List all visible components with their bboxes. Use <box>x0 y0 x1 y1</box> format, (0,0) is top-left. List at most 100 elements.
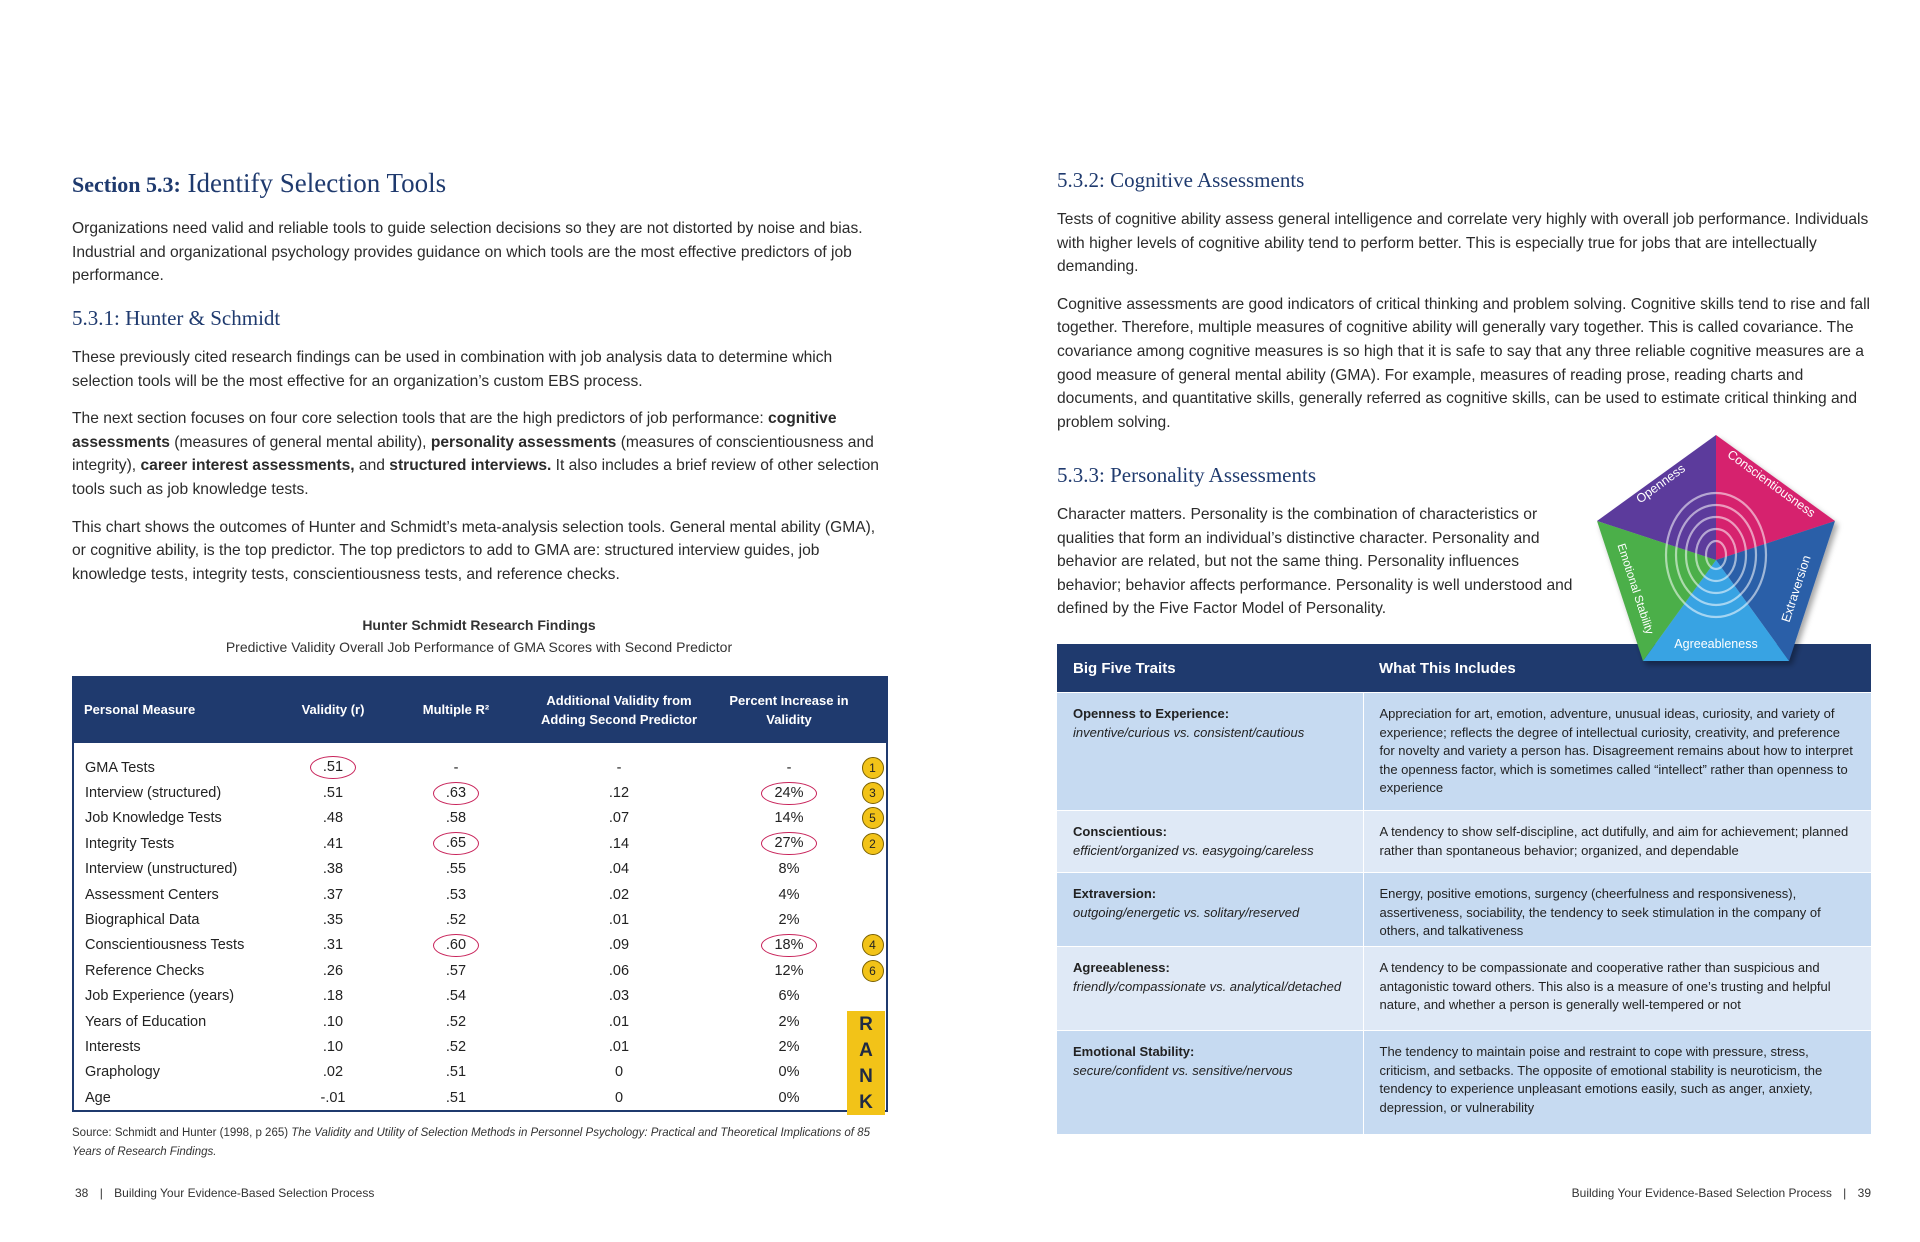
column-header: Additional Validity from Adding Second P… <box>519 676 719 743</box>
rank-badge: 3 <box>861 782 884 805</box>
validity-value: .10 <box>322 1038 344 1055</box>
chart-title: Hunter Schmidt Research Findings <box>362 617 596 633</box>
intro-paragraph: Organizations need valid and reliable to… <box>72 220 863 285</box>
paragraph: This chart shows the outcomes of Hunter … <box>72 516 887 587</box>
trait-row: Conscientious: efficient/organized vs. ea… <box>1057 810 1871 873</box>
measure-cell: Interview (unstructured) <box>85 861 238 878</box>
measure-cell: Assessment Centers <box>85 886 219 903</box>
percent-value: - <box>786 759 792 776</box>
trait-name: Conscientious: <box>1073 824 1167 839</box>
rank-cell: 1 <box>859 755 887 780</box>
trait-description: The tendency to maintain poise and restr… <box>1363 1030 1871 1134</box>
additional-cell: .02 <box>519 882 719 907</box>
trait-name: Agreeableness: <box>1073 960 1170 975</box>
personality-title: 5.3.3: Personality Assessments <box>1057 463 1317 487</box>
multiple_r-cell: .54 <box>393 984 519 1009</box>
table-row: Graphology .02 .51 0 0% <box>73 1060 887 1085</box>
text-run: It also includes a brief review of other… <box>72 457 879 498</box>
percent-value: 2% <box>778 912 800 929</box>
additional-cell: .07 <box>519 806 719 831</box>
measure-cell: Reference Checks <box>85 962 205 979</box>
rank-label: RANK <box>847 1011 885 1115</box>
text-run: career interest assessments, <box>140 457 355 475</box>
multiple_r-cell: - <box>393 755 519 780</box>
additional-value: .01 <box>608 912 630 929</box>
rank-cell <box>859 984 887 1009</box>
text-run: Source: Schmidt and Hunter (1998, p 265) <box>72 1127 292 1139</box>
additional-cell: .14 <box>519 831 719 856</box>
rank-cell <box>859 882 887 907</box>
rank-badge: 4 <box>861 934 884 957</box>
multiple_r-cell: .55 <box>393 857 519 882</box>
table-row: Interview (structured) .51 .63 .12 24% 3 <box>73 780 887 805</box>
validity-value: .10 <box>322 1013 344 1030</box>
multiple_r-value: .57 <box>445 962 467 979</box>
page-number: 39 <box>1857 1186 1871 1200</box>
additional-value: 0 <box>614 1089 624 1106</box>
multiple_r-value: .65 <box>432 832 480 856</box>
percent-cell: 0% <box>719 1060 859 1085</box>
text-run: and <box>354 457 390 475</box>
trait-name: Emotional Stability: <box>1073 1044 1195 1059</box>
traits-wrap: Big Five Traits What This Includes Openne… <box>1057 644 1871 1134</box>
validity-value: .41 <box>322 835 344 852</box>
cognitive-title: 5.3.2: Cognitive Assessments <box>1057 168 1305 192</box>
validity-value: .48 <box>322 810 344 827</box>
validity-value: .37 <box>322 886 344 903</box>
trait-row: Extraversion: outgoing/energetic vs. soli… <box>1057 872 1871 947</box>
page-number: 38 <box>75 1186 89 1200</box>
column-header: Personal Measure <box>73 676 273 743</box>
rank-badge: 5 <box>861 807 884 830</box>
trait-cell: Agreeableness: friendly/compassionate vs.… <box>1057 946 1364 1031</box>
table-wrap: Personal Measure Validity (r) Multiple R² A… <box>72 676 888 1113</box>
measure-cell: Interview (structured) <box>85 785 222 802</box>
multiple_r-value: .55 <box>445 861 467 878</box>
percent-value: 6% <box>778 988 800 1005</box>
additional-cell: 0 <box>519 1085 719 1111</box>
pentagon-label: Agreeableness <box>1674 637 1757 651</box>
measure-cell: Biographical Data <box>85 912 200 929</box>
validity-cell: .48 <box>273 806 393 831</box>
validity-cell: .51 <box>273 780 393 805</box>
measure-cell: Years of Education <box>85 1013 207 1030</box>
multiple_r-cell: .58 <box>393 806 519 831</box>
percent-cell: - <box>719 755 859 780</box>
percent-value: 8% <box>778 861 800 878</box>
text-run: cognitive assessments <box>72 410 837 451</box>
section-title: Identify Selection Tools <box>187 168 447 198</box>
additional-value: .03 <box>608 988 630 1005</box>
multiple_r-cell: .53 <box>393 882 519 907</box>
rank-cell <box>859 907 887 932</box>
table-row: Interview (unstructured) .38 .55 .04 8% <box>73 857 887 882</box>
table-row: Reference Checks .26 .57 .06 12% 6 <box>73 958 887 983</box>
cognitive-paragraphs: Tests of cognitive ability assess genera… <box>1057 208 1872 448</box>
validity-cell: .41 <box>273 831 393 856</box>
multiple_r-value: .63 <box>432 781 480 805</box>
trait-cell: Emotional Stability: secure/confident vs.… <box>1057 1030 1364 1134</box>
footer-right: Building Your Evidence-Based Selection P… <box>1571 1186 1871 1200</box>
validity-value: .31 <box>322 937 344 954</box>
trait-description: Energy, positive emotions, surgency (che… <box>1363 872 1871 947</box>
percent-cell: 2% <box>719 1034 859 1059</box>
column-header: Multiple R² <box>393 676 519 743</box>
table-row: Assessment Centers .37 .53 .02 4% <box>73 882 887 907</box>
trait-row: Openness to Experience: inventive/curious… <box>1057 692 1871 811</box>
multiple_r-cell: .60 <box>393 933 519 958</box>
multiple_r-cell: .52 <box>393 1009 519 1034</box>
validity-cell: .31 <box>273 933 393 958</box>
percent-cell: 14% <box>719 806 859 831</box>
trait-range: outgoing/energetic vs. solitary/reserved <box>1073 904 1300 920</box>
validity-value: .18 <box>322 988 344 1005</box>
text-run: These previously cited research findings… <box>72 349 833 390</box>
measure-cell: Conscientiousness Tests <box>85 937 245 954</box>
multiple_r-value: .58 <box>445 810 467 827</box>
additional-value: .14 <box>608 835 630 852</box>
trait-cell: Extraversion: outgoing/energetic vs. soli… <box>1057 872 1364 947</box>
column-header: Validity (r) <box>273 676 393 743</box>
additional-value: 0 <box>614 1064 624 1081</box>
text-run: The next section focuses on four core se… <box>72 410 769 428</box>
percent-value: 0% <box>778 1064 800 1081</box>
multiple_r-value: .60 <box>432 933 480 957</box>
measure-cell: Job Experience (years) <box>85 988 235 1005</box>
table-row: Interests .10 .52 .01 2% <box>73 1034 887 1059</box>
